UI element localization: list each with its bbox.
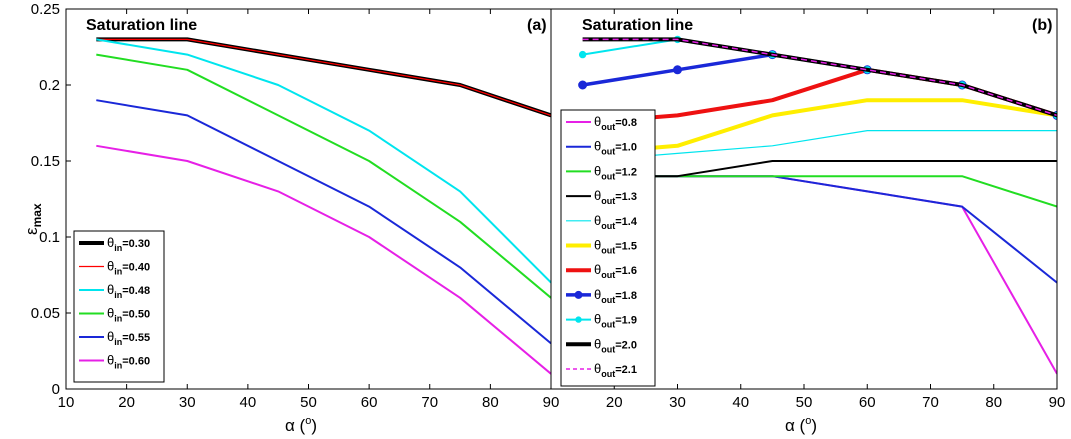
panel-b-x-axis-label: α (o) bbox=[785, 415, 817, 435]
panel-a-x-tick-label: 60 bbox=[361, 394, 378, 411]
panel-a-x-tick-label: 90 bbox=[543, 394, 560, 411]
panel-a-title: Saturation line bbox=[86, 17, 197, 34]
panel-a-x-tick-label: 40 bbox=[240, 394, 257, 411]
panel-b-series-marker bbox=[673, 65, 682, 75]
panel-a-legend-label: θin=0.55 bbox=[107, 329, 150, 347]
panel-b-label: (b) bbox=[1032, 17, 1052, 34]
panel-b-x-tick-label: 90 bbox=[1049, 394, 1066, 411]
panel-b: 20 30 40 50 60 70 80 90 Saturation line (b) θou… bbox=[550, 8, 1065, 411]
panel-b-legend-label: θout=1.8 bbox=[594, 287, 637, 305]
panel-a-y-tick-label: 0.15 bbox=[31, 153, 60, 170]
panel-a-y-tick-label: 0.1 bbox=[39, 229, 60, 246]
panel-a-legend-label: θin=0.50 bbox=[107, 306, 150, 324]
panel-b-series-line bbox=[582, 130, 1057, 162]
panel-a-series-line bbox=[96, 38, 551, 284]
panel-a-label: (a) bbox=[527, 17, 547, 34]
panel-a-series-line bbox=[96, 99, 551, 345]
panel-b-legend-label: θout=0.8 bbox=[594, 114, 637, 132]
panel-a-y-tick-label: 0.25 bbox=[31, 1, 60, 18]
y-axis-label-text: εmax bbox=[22, 203, 44, 235]
panel-a-legend: θin=0.30 θin=0.40 θin=0.48 θin=0.50 θin=0.55… bbox=[73, 230, 165, 383]
panel-a-y-tick-label: 0 bbox=[52, 381, 60, 398]
panel-b-legend-label: θout=1.6 bbox=[594, 262, 637, 280]
panel-b-title: Saturation line bbox=[582, 17, 693, 34]
panel-a: 10 20 30 40 50 60 70 80 90 0 0.05 0.1 0.15 0.2 0.25 Sa… bbox=[31, 1, 560, 411]
panel-a-x-tick-label: 30 bbox=[179, 394, 196, 411]
panel-a-series-line bbox=[96, 53, 551, 299]
panel-b-x-tick-label: 30 bbox=[669, 394, 686, 411]
panel-a-series-line bbox=[96, 144, 551, 375]
panel-b-series-marker bbox=[578, 50, 587, 59]
panel-a-x-tick-label: 50 bbox=[300, 394, 317, 411]
panel-a-legend-box bbox=[73, 230, 165, 383]
panel-b-series-line bbox=[582, 37, 1057, 118]
panel-b-legend-label: θout=1.0 bbox=[594, 139, 637, 157]
panel-b-legend-box bbox=[560, 109, 656, 387]
panel-b-x-tick-label: 20 bbox=[606, 394, 623, 411]
panel-a-x-tick-label: 80 bbox=[482, 394, 499, 411]
panel-b-legend-label: θout=1.5 bbox=[594, 238, 637, 256]
panel-b-legend: θout=0.8 θout=1.0 θout=1.2 θout=1.3 θout=1.4… bbox=[560, 109, 656, 387]
panel-a-y-tick-label: 0.2 bbox=[39, 77, 60, 94]
panel-b-legend-label: θout=2.1 bbox=[594, 361, 637, 379]
panel-a-legend-label: θin=0.60 bbox=[107, 353, 150, 371]
panel-a-x-tick-label: 70 bbox=[421, 394, 438, 411]
panel-b-series-line bbox=[582, 160, 1057, 178]
panel-b-series-marker bbox=[578, 80, 588, 90]
panel-b-legend-marker bbox=[574, 290, 583, 299]
panel-b-x-tick-label: 80 bbox=[985, 394, 1002, 411]
panel-b-x-tick-label: 70 bbox=[922, 394, 939, 411]
panel-a-ticks: 10 20 30 40 50 60 70 80 90 0 0.05 0.1 0.15 0.2 0.25 bbox=[31, 1, 560, 411]
panel-b-legend-label: θout=1.9 bbox=[594, 312, 637, 330]
panel-a-x-tick-label: 10 bbox=[58, 394, 75, 411]
panel-a-legend-label: θin=0.48 bbox=[107, 282, 150, 300]
panel-b-x-tick-label: 40 bbox=[732, 394, 749, 411]
panel-b-legend-label: θout=2.0 bbox=[594, 336, 637, 354]
panel-a-series bbox=[96, 37, 551, 375]
panel-b-ticks: 20 30 40 50 60 70 80 90 bbox=[606, 9, 1065, 411]
panel-a-y-tick-label: 0.05 bbox=[31, 305, 60, 322]
panel-b-legend-label: θout=1.2 bbox=[594, 163, 637, 181]
panel-a-legend-label: θin=0.30 bbox=[107, 235, 150, 253]
panel-b-series-line bbox=[582, 98, 1057, 156]
panel-a-series-line bbox=[96, 38, 551, 116]
panel-a-x-tick-label: 20 bbox=[118, 394, 135, 411]
panel-a-x-axis-label: α (o) bbox=[285, 415, 317, 435]
panel-b-legend-label: θout=1.3 bbox=[594, 188, 637, 206]
panel-b-legend-marker bbox=[575, 316, 582, 323]
panel-b-x-tick-label: 60 bbox=[859, 394, 876, 411]
panel-b-legend-label: θout=1.4 bbox=[594, 213, 638, 231]
y-axis-label: εmax bbox=[22, 203, 44, 235]
panel-b-x-tick-label: 50 bbox=[796, 394, 813, 411]
panel-a-legend-label: θin=0.40 bbox=[107, 259, 150, 277]
panel-b-series bbox=[578, 35, 1057, 375]
